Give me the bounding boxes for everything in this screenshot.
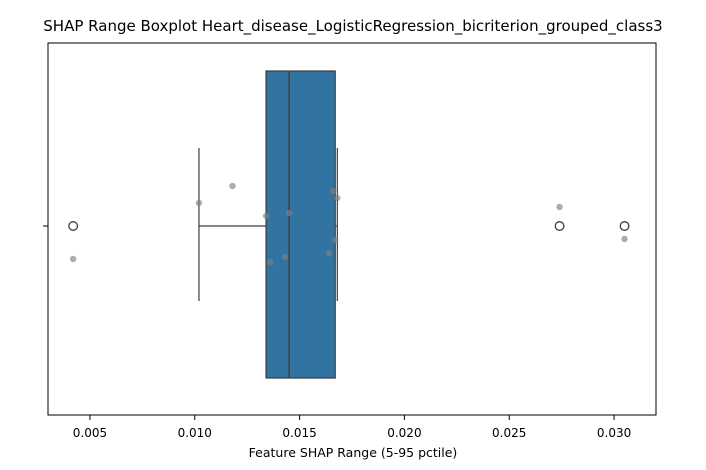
x-tick-label: 0.010 <box>178 426 212 440</box>
plot-frame <box>47 42 657 416</box>
data-point <box>69 255 77 263</box>
x-tick-label: 0.030 <box>597 426 631 440</box>
data-point <box>621 235 628 243</box>
x-axis: 0.005 0.010 0.015 0.020 0.025 0.030 <box>73 415 631 440</box>
data-point <box>325 249 333 257</box>
x-tick-label: 0.020 <box>387 426 421 440</box>
outlier-marker <box>68 221 79 231</box>
box-layer <box>198 70 338 379</box>
x-axis-label: Feature SHAP Range (5-95 pctile) <box>249 445 458 460</box>
data-point <box>332 236 339 244</box>
data-point <box>556 203 563 211</box>
data-point <box>334 194 341 202</box>
x-tick-label: 0.015 <box>282 426 316 440</box>
data-point <box>285 209 293 217</box>
data-point <box>281 253 289 261</box>
data-point <box>229 182 236 190</box>
x-tick-label: 0.005 <box>73 426 107 440</box>
data-point <box>262 212 270 220</box>
outlier-marker <box>619 221 630 231</box>
outliers-layer <box>68 221 630 231</box>
data-point <box>195 199 203 207</box>
outlier-marker <box>554 221 565 231</box>
data-point <box>267 258 274 266</box>
x-tick-label: 0.025 <box>492 426 526 440</box>
points-layer <box>69 182 628 266</box>
chart-title: SHAP Range Boxplot Heart_disease_Logisti… <box>43 17 662 36</box>
iqr-box <box>265 70 336 379</box>
data-point <box>329 187 337 195</box>
